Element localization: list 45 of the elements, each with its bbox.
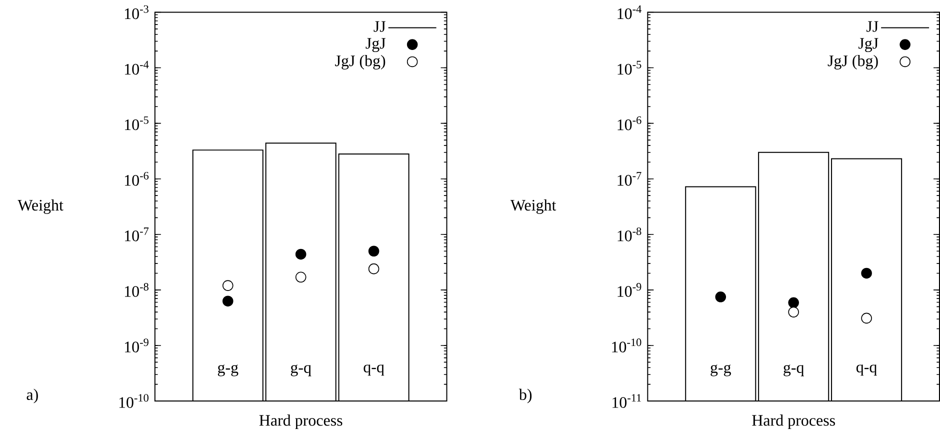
x-tick-label: g-g (218, 364, 238, 376)
legend-label: JgJ (bg) (335, 54, 386, 70)
x-axis-title: Hard process (259, 414, 342, 430)
y-tick-label: 10$^{-10}$ (119, 394, 148, 408)
x-tick-label: q-q (856, 364, 877, 376)
x-axis-title: Hard process (752, 414, 835, 430)
y-axis-title: Weight (18, 199, 64, 214)
x-tick-label: q-q (364, 364, 384, 376)
y-tick-label: 10$^{-5}$ (618, 60, 642, 75)
y-tick-label: 10$^{-6}$ (124, 172, 149, 186)
point (788, 306, 799, 318)
x-tick-label: g-q (784, 364, 804, 376)
legend-label: JgJ (bg) (828, 54, 878, 70)
point (861, 268, 872, 279)
y-tick-label: 10$^{-8}$ (618, 227, 642, 242)
x-tick-label: g-g (710, 364, 731, 376)
point (861, 312, 872, 324)
text: b) (518, 388, 532, 404)
point (295, 272, 306, 283)
y-tick-label: 10$^{-8}$ (124, 283, 148, 297)
y-tick-label: 10$^{-6}$ (618, 116, 642, 130)
y-tick-label: 10$^{-3}$ (124, 5, 148, 20)
point (295, 248, 306, 260)
point (368, 246, 380, 257)
y-tick-label: 10$^{-11}$ (612, 394, 641, 408)
legend-label: JJ (374, 21, 386, 32)
point (368, 263, 380, 274)
legend-label: JgJ (858, 38, 878, 52)
y-tick-label: 10$^{-5}$ (124, 116, 148, 130)
text: a) (26, 388, 38, 404)
point (715, 291, 726, 302)
y-tick-label: 10$^{-4}$ (618, 5, 642, 20)
point (222, 280, 234, 291)
y-tick-label: 10$^{-9}$ (124, 338, 148, 352)
y-tick-label: 10$^{-9}$ (618, 283, 642, 297)
y-tick-label: 10$^{-4}$ (124, 60, 149, 75)
legend-label: JJ (866, 21, 878, 32)
y-axis-title: Weight (510, 199, 556, 214)
point (788, 297, 799, 308)
y-tick-label: 10$^{-7}$ (618, 172, 642, 186)
point (222, 296, 234, 306)
y-tick-label: 10$^{-7}$ (124, 228, 149, 242)
y-tick-label: 10$^{-10}$ (612, 338, 642, 352)
legend-label: JgJ (366, 38, 386, 52)
x-tick-label: g-q (290, 364, 312, 376)
